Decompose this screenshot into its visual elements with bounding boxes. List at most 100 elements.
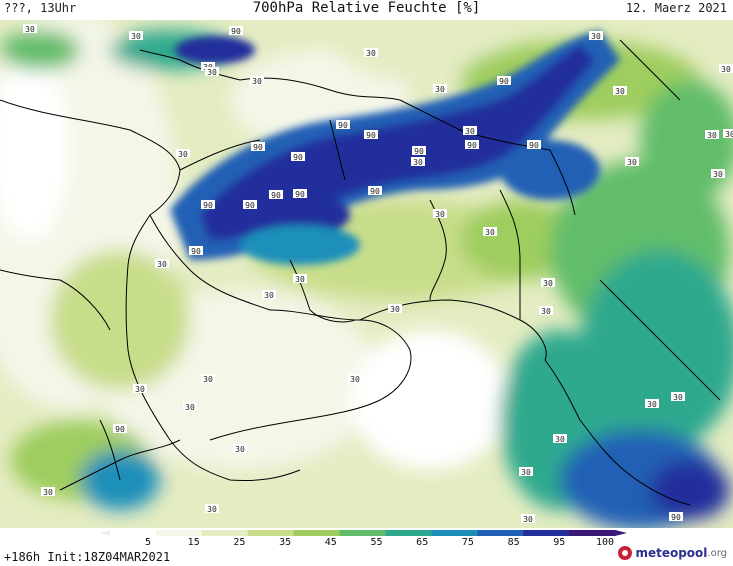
svg-text:90: 90 bbox=[191, 247, 201, 256]
contour-label: 30 bbox=[539, 306, 553, 316]
svg-text:30: 30 bbox=[390, 305, 400, 314]
contour-label: 90 bbox=[113, 424, 127, 434]
svg-text:30: 30 bbox=[707, 131, 717, 140]
contour-label: 30 bbox=[176, 149, 190, 159]
svg-text:90: 90 bbox=[271, 191, 281, 200]
svg-text:30: 30 bbox=[555, 435, 565, 444]
svg-text:30: 30 bbox=[627, 158, 637, 167]
legend-tick-label: 95 bbox=[553, 537, 565, 546]
valid-date-label: 12. Maerz 2021 bbox=[625, 1, 727, 15]
legend-swatch bbox=[477, 530, 524, 536]
contour-label: 30 bbox=[589, 31, 603, 41]
contour-label: 30 bbox=[483, 227, 497, 237]
contour-label: 30 bbox=[463, 126, 477, 136]
contour-label: 90 bbox=[336, 120, 350, 130]
contour-label: 90 bbox=[291, 152, 305, 162]
svg-text:90: 90 bbox=[245, 201, 255, 210]
map-title: 700hPa Relative Feuchte [%] bbox=[252, 0, 481, 16]
svg-text:90: 90 bbox=[253, 143, 263, 152]
svg-text:90: 90 bbox=[370, 187, 380, 196]
legend-tick-label: 65 bbox=[416, 537, 428, 546]
legend-swatch bbox=[110, 530, 157, 536]
legend-tick-label: 35 bbox=[279, 537, 291, 546]
contour-label: 90 bbox=[251, 142, 265, 152]
contour-label: 90 bbox=[364, 130, 378, 140]
humidity-fill bbox=[0, 20, 733, 528]
legend-swatch bbox=[339, 530, 386, 536]
contour-label: 90 bbox=[368, 186, 382, 196]
legend-swatch bbox=[155, 530, 203, 536]
svg-text:90: 90 bbox=[203, 201, 213, 210]
svg-text:30: 30 bbox=[207, 68, 217, 77]
meteopool-logo[interactable]: meteopool .org bbox=[618, 546, 727, 560]
legend-left-arrow-icon bbox=[100, 530, 110, 536]
contour-label: 30 bbox=[719, 64, 733, 74]
svg-text:90: 90 bbox=[295, 190, 305, 199]
svg-text:90: 90 bbox=[414, 147, 424, 156]
contour-label: 90 bbox=[243, 200, 257, 210]
contour-label: 30 bbox=[433, 209, 447, 219]
svg-text:30: 30 bbox=[485, 228, 495, 237]
map-header: ???, 13Uhr 700hPa Relative Feuchte [%] 1… bbox=[0, 0, 733, 20]
contour-label: 30 bbox=[205, 504, 219, 514]
svg-text:90: 90 bbox=[231, 27, 241, 36]
svg-text:30: 30 bbox=[725, 130, 733, 139]
svg-text:90: 90 bbox=[338, 121, 348, 130]
svg-text:30: 30 bbox=[366, 49, 376, 58]
svg-text:30: 30 bbox=[721, 65, 731, 74]
legend-tick-label: 55 bbox=[370, 537, 382, 546]
logo-suffix: .org bbox=[707, 547, 727, 559]
contour-label: 30 bbox=[262, 290, 276, 300]
svg-text:90: 90 bbox=[529, 141, 539, 150]
contour-label: 90 bbox=[201, 200, 215, 210]
legend-swatch bbox=[201, 530, 249, 536]
contour-label: 30 bbox=[205, 67, 219, 77]
svg-text:30: 30 bbox=[235, 445, 245, 454]
country-borders bbox=[0, 39, 721, 506]
svg-text:30: 30 bbox=[178, 150, 188, 159]
contour-label: 30 bbox=[521, 514, 535, 524]
svg-text:30: 30 bbox=[264, 291, 274, 300]
contour-label: 30 bbox=[671, 392, 685, 402]
humidity-legend: 5 15 25 35 45 55 65 75 85 95 100 bbox=[100, 530, 627, 546]
svg-text:30: 30 bbox=[207, 505, 217, 514]
contour-label: 30 bbox=[23, 24, 37, 34]
contour-label: 30 bbox=[129, 31, 143, 41]
contour-label: 30 bbox=[133, 384, 147, 394]
contour-label: 30 bbox=[348, 374, 362, 384]
contour-label: 30 bbox=[541, 278, 555, 288]
svg-text:30: 30 bbox=[647, 400, 657, 409]
contour-label: 30 bbox=[411, 157, 425, 167]
contour-label: 30 bbox=[705, 130, 719, 140]
contour-label: 30 bbox=[625, 157, 639, 167]
svg-text:30: 30 bbox=[43, 488, 53, 497]
contour-label: 90 bbox=[497, 76, 511, 86]
svg-text:90: 90 bbox=[671, 513, 681, 522]
svg-text:30: 30 bbox=[673, 393, 683, 402]
legend-arrow-icon bbox=[615, 530, 627, 536]
contour-label: 90 bbox=[669, 512, 683, 522]
contour-label: 30 bbox=[155, 259, 169, 269]
legend-swatch bbox=[293, 530, 341, 536]
legend-tick-label: 100 bbox=[596, 537, 614, 546]
humidity-map: 30 30 30 30 30 30 30 30 30 30 30 30 30 30 30 30 30 30 30 30… bbox=[0, 20, 733, 528]
legend-tick-label: 85 bbox=[508, 537, 520, 546]
contour-label: 30 bbox=[433, 84, 447, 94]
contour-label: 30 bbox=[201, 374, 215, 384]
contour-label: 30 bbox=[183, 402, 197, 412]
legend-swatch bbox=[385, 530, 432, 536]
svg-text:30: 30 bbox=[25, 25, 35, 34]
init-time-label: +186h Init:18Z04MAR2021 bbox=[4, 550, 171, 564]
legend-swatch bbox=[431, 530, 478, 536]
contour-label: 30 bbox=[711, 169, 725, 179]
contour-label: 30 bbox=[553, 434, 567, 444]
contour-label: 30 bbox=[613, 86, 627, 96]
legend-tick-label: 5 bbox=[145, 537, 151, 546]
svg-text:90: 90 bbox=[467, 141, 477, 150]
svg-text:30: 30 bbox=[413, 158, 423, 167]
svg-text:30: 30 bbox=[713, 170, 723, 179]
svg-text:30: 30 bbox=[252, 77, 262, 86]
map-footer: 5 15 25 35 45 55 65 75 85 95 100 +186h Init:18Z04M… bbox=[0, 528, 733, 566]
svg-text:30: 30 bbox=[521, 468, 531, 477]
contour-label: 30 bbox=[388, 304, 402, 314]
